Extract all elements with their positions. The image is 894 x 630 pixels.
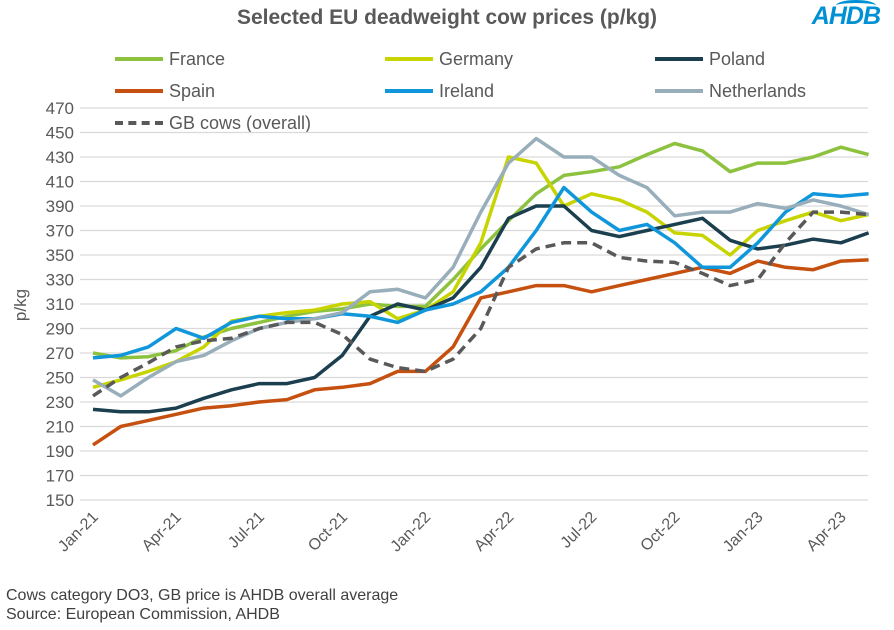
- chart-title: Selected EU deadweight cow prices (p/kg): [236, 6, 658, 29]
- series-line-spain: [92, 258, 869, 447]
- y-tick-label: 390: [46, 197, 74, 216]
- y-tick-label: 430: [46, 148, 74, 167]
- y-tick-label: 350: [46, 246, 74, 265]
- legend-item: Spain: [115, 80, 215, 102]
- y-tick-label: 250: [46, 369, 74, 388]
- series-line-poland: [92, 204, 870, 414]
- legend-swatch: [385, 57, 433, 61]
- x-tick-label: Apr-22: [471, 509, 517, 555]
- series-line-ireland: [92, 185, 869, 360]
- y-tick-label: 190: [46, 442, 74, 461]
- y-tick-label: 470: [46, 99, 74, 118]
- x-tick-label: Jan-22: [388, 509, 435, 556]
- y-tick-label: 170: [46, 467, 74, 486]
- y-tick-label: 450: [46, 124, 74, 143]
- x-tick-label: Jul-21: [225, 509, 268, 552]
- legend-item: France: [115, 48, 225, 70]
- ahdb-logo: AHDB: [811, 2, 881, 30]
- footnote: Cows category DO3, GB price is AHDB over…: [6, 586, 398, 624]
- y-tick-label: 270: [46, 344, 74, 363]
- y-tick-label: 230: [46, 393, 74, 412]
- legend-label: Spain: [169, 80, 216, 101]
- y-tick-label: 150: [46, 491, 74, 510]
- x-tick-label: Apr-21: [139, 509, 185, 555]
- y-axis-label: p/kg: [11, 289, 30, 321]
- x-tick-label: Jan-21: [55, 509, 102, 556]
- legend-swatch: [115, 121, 163, 125]
- y-tick-label: 410: [46, 173, 74, 192]
- legend-swatch: [115, 57, 163, 61]
- legend-label: Netherlands: [709, 80, 807, 101]
- legend-item: Germany: [385, 48, 513, 70]
- series-line-gb-cows-overall-: [92, 210, 869, 398]
- legend-swatch: [385, 89, 433, 93]
- y-tick-label: 370: [46, 222, 74, 241]
- y-tick-label: 330: [46, 271, 74, 290]
- x-tick-label: Jul-22: [558, 509, 601, 552]
- x-tick-label: Oct-21: [305, 509, 351, 555]
- legend-label: France: [169, 48, 226, 69]
- series-line-netherlands: [92, 136, 870, 398]
- legend-label: Germany: [439, 48, 514, 69]
- logo-arc: [836, 0, 876, 11]
- legend-item: GB cows (overall): [115, 112, 311, 134]
- source-line: Source: European Commission, AHDB: [6, 606, 280, 623]
- x-tick-label: Apr-23: [804, 509, 850, 555]
- legend-label: GB cows (overall): [169, 112, 312, 133]
- y-tick-label: 310: [46, 295, 74, 314]
- y-tick-label: 290: [46, 320, 74, 339]
- legend-label: Ireland: [439, 80, 495, 101]
- legend-swatch: [115, 89, 163, 93]
- legend-item: Poland: [655, 48, 765, 70]
- legend-swatch: [655, 89, 703, 93]
- footnote-line: Cows category DO3, GB price is AHDB over…: [6, 587, 399, 604]
- legend-label: Poland: [709, 48, 766, 69]
- x-tick-label: Oct-22: [638, 509, 684, 555]
- legend-swatch: [655, 57, 703, 61]
- legend-item: Ireland: [385, 80, 494, 102]
- x-tick-label: Jan-23: [720, 509, 767, 556]
- legend-item: Netherlands: [655, 80, 806, 102]
- y-tick-label: 210: [46, 418, 74, 437]
